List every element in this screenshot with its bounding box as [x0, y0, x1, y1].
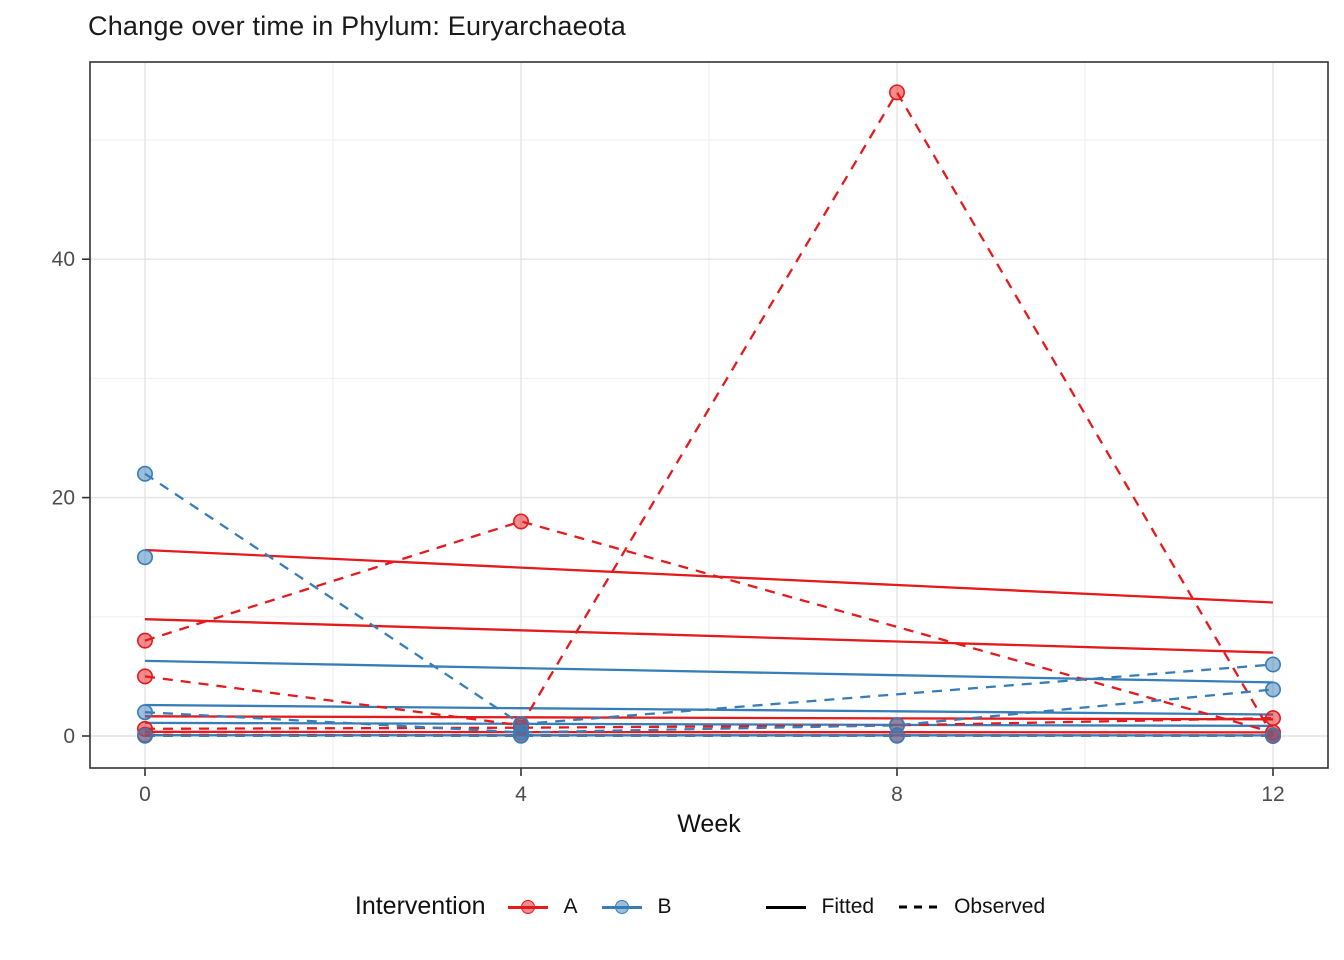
- series-line-B-observed-3: [144, 688, 1274, 734]
- legend-item-intervention-a: A: [507, 894, 578, 919]
- x-axis-title: Week: [677, 810, 741, 838]
- legend-item-observed-label: Observed: [954, 894, 1046, 918]
- data-point-B-observed-4-week-8: [888, 727, 905, 744]
- legend-title: Intervention: [354, 892, 486, 920]
- x-tick-label: 0: [139, 783, 151, 806]
- data-point-B-observed-2-week-0: [137, 549, 154, 566]
- data-point-A-observed-2-week-0: [137, 668, 154, 685]
- y-tick-label: 40: [52, 248, 75, 271]
- legend-key-fitted-icon: [765, 896, 806, 918]
- legend: Intervention A B Fitted: [40, 892, 1344, 921]
- data-point-B-observed-1-week-0: [137, 465, 154, 482]
- legend-key-a-dot: [520, 899, 535, 914]
- chart-title: Change over time in Phylum: Euryarchaeot…: [88, 11, 626, 41]
- legend-item-b-label: B: [657, 894, 672, 918]
- series-line-A-fitted-4: [144, 730, 1274, 734]
- data-point-A-observed-2-week-8: [888, 84, 905, 101]
- legend-item-observed: Observed: [898, 895, 1045, 919]
- y-tick-label: 0: [63, 725, 75, 748]
- series-line-A-fitted-2: [144, 618, 1274, 654]
- x-tick-label: 4: [515, 783, 527, 806]
- series-line-B-fitted-2: [144, 703, 1274, 716]
- data-point-B-observed-3-week-0: [137, 704, 154, 721]
- legend-item-a-label: A: [563, 894, 578, 918]
- legend-key-observed-icon: [898, 896, 938, 918]
- data-point-B-observed-1-week-12: [1265, 656, 1282, 673]
- panel-border: [89, 61, 1329, 769]
- legend-key-b-icon: [601, 896, 642, 918]
- series-line-A-observed-3: [144, 716, 1274, 730]
- plot-svg: 0 4 8 12 0 20 40: [52, 61, 1329, 806]
- data-point-B-observed-4-week-4: [512, 727, 529, 744]
- data-point-B-observed-4-week-0: [137, 727, 154, 744]
- series-line-A-fitted-1: [144, 548, 1274, 604]
- series-line-A-observed-2: [144, 90, 1274, 737]
- x-tick-label: 8: [891, 783, 903, 806]
- data-point-B-observed-4-week-12: [1265, 727, 1282, 744]
- data-point-B-observed-3-week-12: [1265, 681, 1282, 698]
- data-point-A-observed-3-week-12: [1265, 710, 1282, 727]
- series-line-A-fitted-3: [144, 715, 1274, 721]
- y-tick-label: 20: [52, 487, 75, 510]
- legend-key-b-dot: [614, 899, 629, 914]
- data-point-A-observed-1-week-0: [137, 632, 154, 649]
- data-point-A-observed-1-week-4: [512, 513, 529, 530]
- legend-key-a-icon: [507, 896, 548, 918]
- legend-item-fitted-label: Fitted: [821, 894, 875, 918]
- x-tick-label: 12: [1261, 783, 1284, 806]
- legend-item-intervention-b: B: [601, 894, 672, 919]
- legend-key-fitted-line: [765, 905, 806, 909]
- series-line-A-observed-1: [144, 520, 1274, 734]
- legend-key-observed-dash: [899, 905, 938, 908]
- legend-item-fitted: Fitted: [765, 894, 875, 919]
